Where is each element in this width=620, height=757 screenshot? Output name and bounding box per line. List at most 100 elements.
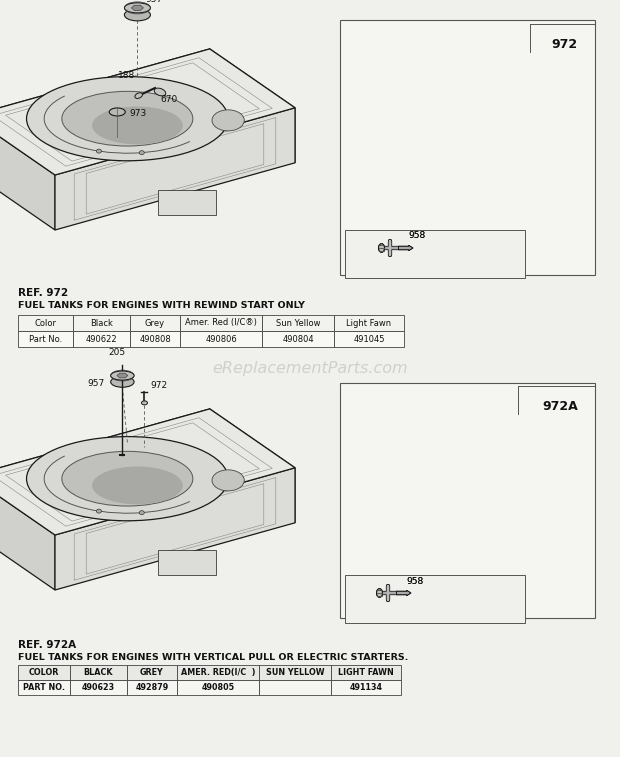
Ellipse shape [125,2,151,14]
Polygon shape [158,550,216,575]
Bar [70,680,127,695]
Text: 490623: 490623 [82,683,115,692]
Text: 957: 957 [87,379,104,388]
Text: Color: Color [35,319,56,328]
Text: BLACK: BLACK [84,668,113,677]
Text: 490806: 490806 [205,335,237,344]
Ellipse shape [140,151,144,154]
Text: FUEL TANKS FOR ENGINES WITH REWIND START ONLY: FUEL TANKS FOR ENGINES WITH REWIND START… [18,301,305,310]
Text: 958: 958 [408,232,425,241]
Ellipse shape [379,244,384,252]
Text: 492879: 492879 [135,683,169,692]
Bar [345,575,525,623]
Ellipse shape [212,110,244,131]
Ellipse shape [125,3,151,13]
Bar [73,331,130,347]
Bar [177,680,259,695]
FancyArrow shape [397,590,411,596]
Text: 958: 958 [408,232,425,241]
Polygon shape [0,116,55,230]
Ellipse shape [379,244,384,252]
Ellipse shape [141,401,148,405]
Bar [259,680,331,695]
Text: 972: 972 [552,38,578,51]
Polygon shape [55,468,295,590]
Text: 490622: 490622 [86,335,117,344]
Bar [345,230,525,278]
Ellipse shape [27,437,228,521]
Ellipse shape [140,511,144,515]
Ellipse shape [111,376,134,388]
Polygon shape [0,409,295,535]
Bar [130,331,180,347]
Text: LIGHT FAWN: LIGHT FAWN [338,668,394,677]
Polygon shape [131,5,143,11]
Text: FUEL TANKS FOR ENGINES WITH VERTICAL PULL OR ELECTRIC STARTERS.: FUEL TANKS FOR ENGINES WITH VERTICAL PUL… [18,653,409,662]
Polygon shape [210,49,295,163]
Text: 973: 973 [129,110,146,118]
Text: PART NO.: PART NO. [23,683,65,692]
Bar [262,315,334,331]
Ellipse shape [96,149,102,153]
Ellipse shape [376,589,383,597]
FancyArrow shape [399,245,413,251]
Text: 958: 958 [406,577,423,585]
Polygon shape [117,373,128,378]
Ellipse shape [92,466,183,504]
Ellipse shape [111,371,134,380]
Bar [334,331,404,347]
Text: COLOR: COLOR [29,668,59,677]
Ellipse shape [212,470,244,491]
Bar [73,315,130,331]
Bar [180,331,262,347]
Ellipse shape [62,92,193,146]
Text: REF. 972: REF. 972 [18,288,68,298]
Bar [331,665,401,680]
Bar [340,383,595,618]
Bar [340,20,595,275]
Text: 958: 958 [406,577,423,585]
Text: 972A: 972A [542,400,578,413]
Text: 972: 972 [151,382,167,391]
Text: 491045: 491045 [353,335,385,344]
Text: AMER. RED(I/C  ): AMER. RED(I/C ) [181,668,255,677]
Text: REF. 972A: REF. 972A [18,640,76,650]
Ellipse shape [111,370,134,381]
Polygon shape [0,409,210,531]
Polygon shape [0,49,295,175]
FancyArrow shape [397,590,411,596]
Bar [18,665,70,680]
Ellipse shape [125,9,151,21]
Bar [70,665,127,680]
Ellipse shape [109,108,125,116]
Text: GREY: GREY [140,668,164,677]
Polygon shape [55,107,295,230]
Bar [130,315,180,331]
Polygon shape [0,476,55,590]
Text: SUN YELLOW: SUN YELLOW [266,668,324,677]
FancyArrow shape [399,245,413,251]
Polygon shape [210,409,295,523]
Polygon shape [158,191,216,214]
Text: 205: 205 [108,348,126,357]
Ellipse shape [376,589,383,597]
Bar [180,315,262,331]
Text: Light Fawn: Light Fawn [347,319,392,328]
Text: 670: 670 [161,95,177,104]
Text: 490808: 490808 [139,335,171,344]
Text: Sun Yellow: Sun Yellow [276,319,321,328]
Text: 490804: 490804 [282,335,314,344]
Text: Amer. Red (I/C®): Amer. Red (I/C®) [185,319,257,328]
Bar [177,665,259,680]
Ellipse shape [27,76,228,160]
Text: eReplacementParts.com: eReplacementParts.com [212,360,408,375]
Bar [331,680,401,695]
Text: Part No.: Part No. [29,335,62,344]
Text: 491134: 491134 [350,683,383,692]
Bar [18,331,73,347]
Text: Grey: Grey [145,319,165,328]
Ellipse shape [62,451,193,506]
Bar [259,665,331,680]
Ellipse shape [154,88,166,96]
Text: 490805: 490805 [202,683,234,692]
